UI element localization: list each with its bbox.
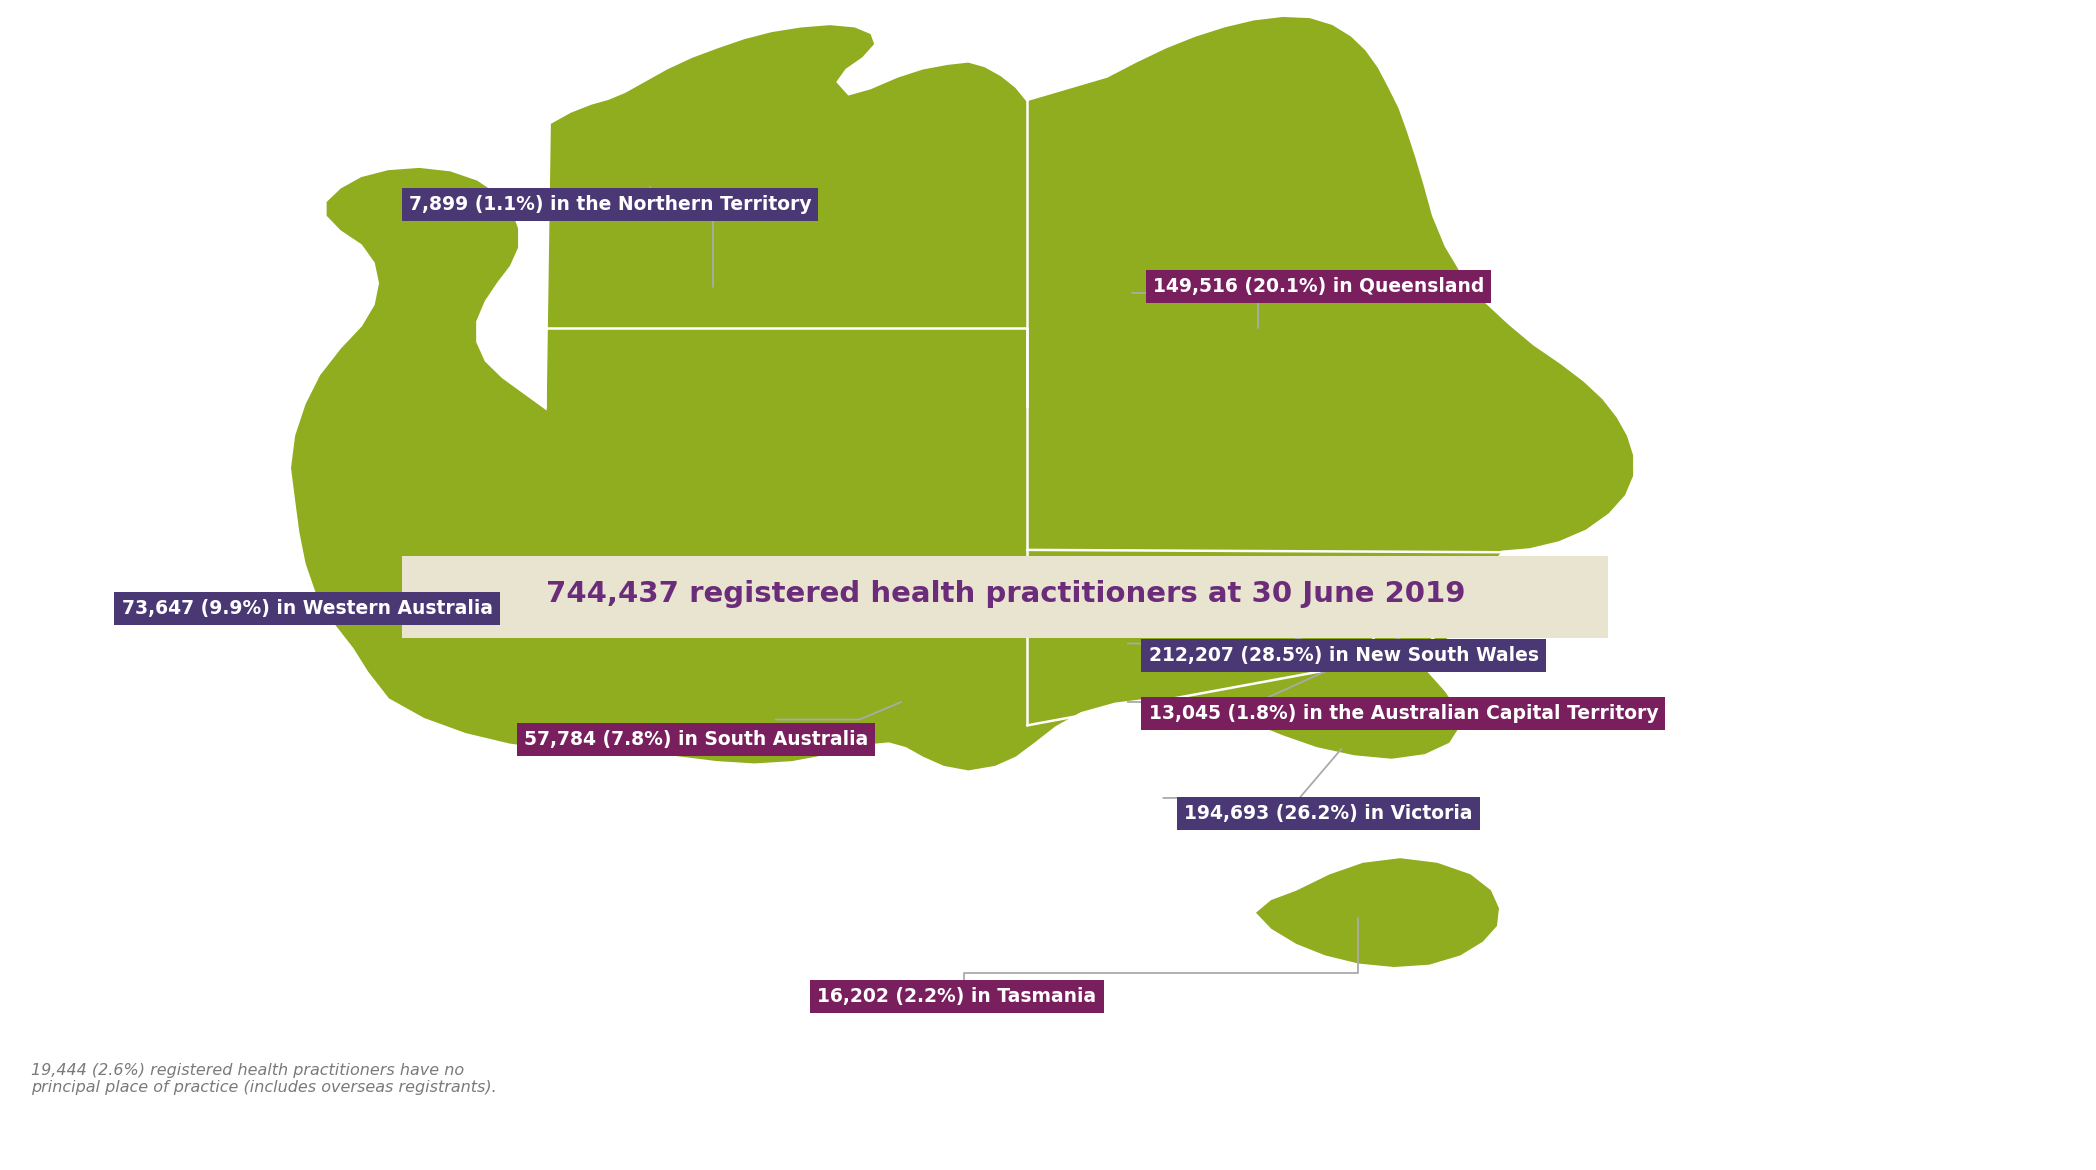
Polygon shape [289,15,1635,772]
Text: 744,437 registered health practitioners at 30 June 2019: 744,437 registered health practitioners … [547,580,1465,608]
Polygon shape [1253,856,1501,969]
Text: 57,784 (7.8%) in South Australia: 57,784 (7.8%) in South Australia [524,730,868,749]
Text: 194,693 (26.2%) in Victoria: 194,693 (26.2%) in Victoria [1184,804,1473,823]
Text: 212,207 (28.5%) in New South Wales: 212,207 (28.5%) in New South Wales [1149,646,1538,665]
Text: 13,045 (1.8%) in the Australian Capital Territory: 13,045 (1.8%) in the Australian Capital … [1149,704,1658,723]
Text: 16,202 (2.2%) in Tasmania: 16,202 (2.2%) in Tasmania [817,987,1096,1006]
Text: 73,647 (9.9%) in Western Australia: 73,647 (9.9%) in Western Australia [122,599,493,618]
Text: 149,516 (20.1%) in Queensland: 149,516 (20.1%) in Queensland [1153,277,1484,296]
FancyBboxPatch shape [402,556,1608,638]
Text: 19,444 (2.6%) registered health practitioners have no
principal place of practic: 19,444 (2.6%) registered health practiti… [31,1062,497,1095]
Text: 7,899 (1.1%) in the Northern Territory: 7,899 (1.1%) in the Northern Territory [409,195,811,214]
